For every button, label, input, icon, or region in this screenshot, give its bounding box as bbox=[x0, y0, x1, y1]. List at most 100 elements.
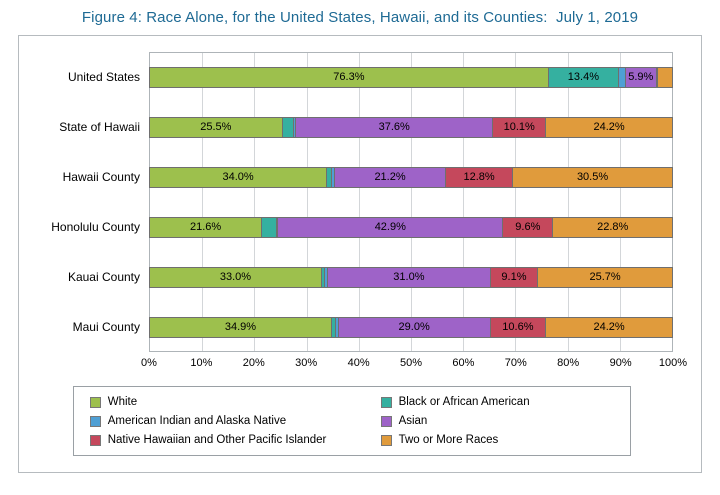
gridline bbox=[619, 53, 621, 351]
x-tick-label: 70% bbox=[504, 357, 527, 369]
gridline bbox=[463, 53, 465, 351]
bar-segment-white: 34.0% bbox=[149, 166, 328, 188]
bar-segment-american-indian-and-alaska-native bbox=[619, 66, 626, 88]
legend-label: White bbox=[107, 396, 138, 408]
bar-segment-white: 25.5% bbox=[149, 116, 283, 138]
data-label: 12.8% bbox=[463, 171, 495, 183]
bar-segment-native-hawaiian-and-other-pacific-islander: 9.1% bbox=[490, 266, 539, 288]
bar-segment-asian: 31.0% bbox=[328, 266, 491, 288]
legend-label: American Indian and Alaska Native bbox=[107, 415, 287, 427]
data-label: 25.5% bbox=[200, 121, 232, 133]
legend-swatch-icon bbox=[380, 415, 392, 427]
gridline bbox=[567, 53, 569, 351]
data-label: 25.7% bbox=[589, 271, 621, 283]
bar-segment-two-or-more-races: 24.2% bbox=[546, 316, 673, 338]
legend-swatch-icon bbox=[89, 415, 101, 427]
bar-track: 34.9% 29.0% 10.6% 24.2% bbox=[149, 316, 673, 338]
legend-label: Native Hawaiian and Other Pacific Island… bbox=[107, 434, 327, 446]
legend: White Black or African American American I… bbox=[72, 386, 632, 456]
gridline bbox=[515, 53, 517, 351]
bar-row-united-states: United States 76.3% 13.4% 5.9% bbox=[31, 52, 673, 102]
bar-segment-asian: 29.0% bbox=[338, 316, 491, 338]
data-label: 24.2% bbox=[593, 321, 625, 333]
bar-segment-native-hawaiian-and-other-pacific-islander: 10.6% bbox=[490, 316, 547, 338]
bar-segment-native-hawaiian-and-other-pacific-islander bbox=[656, 66, 658, 88]
bar-segment-american-indian-and-alaska-native bbox=[332, 166, 335, 188]
bar-segment-black-or-african-american: 13.4% bbox=[548, 66, 619, 88]
data-label: 10.6% bbox=[502, 321, 534, 333]
bar-segment-native-hawaiian-and-other-pacific-islander: 9.6% bbox=[503, 216, 554, 238]
x-tick-label: 60% bbox=[452, 357, 475, 369]
bar-row-kauai-county: Kauai County 33.0% 31.0% 9.1% 25.7% bbox=[31, 252, 673, 302]
gridline bbox=[254, 53, 256, 351]
data-label: 30.5% bbox=[576, 171, 609, 183]
data-label: 76.3% bbox=[333, 71, 365, 83]
bar-track: 21.6% 42.9% 9.6% 22.8% bbox=[149, 216, 673, 238]
bar-segment-white: 34.9% bbox=[149, 316, 332, 338]
bar-segment-black-or-african-american bbox=[321, 266, 326, 288]
data-label: 34.9% bbox=[224, 321, 257, 333]
x-tick-label: 40% bbox=[347, 357, 370, 369]
plot-area: United States 76.3% 13.4% 5.9% State of Hawa… bbox=[31, 52, 673, 352]
legend-label: Asian bbox=[398, 415, 428, 427]
data-label: 13.4% bbox=[567, 71, 599, 83]
bar-segment-two-or-more-races: 30.5% bbox=[513, 166, 673, 188]
bar-segment-black-or-african-american bbox=[282, 116, 295, 138]
data-label: 22.8% bbox=[597, 221, 629, 233]
plot-rows: United States 76.3% 13.4% 5.9% State of Hawa… bbox=[31, 52, 673, 352]
x-tick-label: 80% bbox=[557, 357, 580, 369]
bar-segment-white: 33.0% bbox=[149, 266, 322, 288]
gridline bbox=[202, 53, 204, 351]
x-tick-label: 50% bbox=[399, 357, 423, 369]
legend-swatch-icon bbox=[380, 396, 392, 408]
bar-segment-american-indian-and-alaska-native bbox=[336, 316, 339, 338]
gridline bbox=[358, 53, 360, 351]
bar-row-honolulu-county: Honolulu County 21.6% 42.9% 9.6% 22.8% bbox=[31, 202, 673, 252]
data-label: 21.6% bbox=[189, 221, 222, 233]
bar-segment-asian: 37.6% bbox=[296, 116, 494, 138]
bar-segment-native-hawaiian-and-other-pacific-islander: 10.1% bbox=[493, 116, 547, 138]
gridlines bbox=[149, 52, 673, 352]
bar-segment-asian: 21.2% bbox=[335, 166, 447, 188]
data-label: 34.0% bbox=[222, 171, 254, 183]
data-label: 42.9% bbox=[374, 221, 406, 233]
bar-segment-two-or-more-races: 22.8% bbox=[553, 216, 673, 238]
category-label: Maui County bbox=[72, 320, 140, 334]
bar-row-maui-county: Maui County 34.9% 29.0% 10.6% 24.2% bbox=[31, 302, 673, 352]
x-tick-label: 100% bbox=[658, 357, 688, 369]
legend-swatch-icon bbox=[89, 396, 101, 408]
bar-segment-american-indian-and-alaska-native bbox=[276, 216, 279, 238]
data-label: 31.0% bbox=[393, 271, 425, 283]
bar-track: 76.3% 13.4% 5.9% bbox=[149, 66, 673, 88]
bar-segment-white: 21.6% bbox=[149, 216, 263, 238]
data-label: 5.9% bbox=[628, 71, 654, 83]
bar-segment-asian: 42.9% bbox=[278, 216, 504, 238]
bar-segment-white: 76.3% bbox=[149, 66, 549, 88]
bar-row-state-of-hawaii: State of Hawaii 25.5% 37.6% 10.1% 24.2% bbox=[31, 102, 673, 152]
bar-segment-native-hawaiian-and-other-pacific-islander: 12.8% bbox=[446, 166, 514, 188]
data-label: 21.2% bbox=[374, 171, 406, 183]
gridline bbox=[306, 53, 308, 351]
chart-title: Figure 4: Race Alone, for the United Sta… bbox=[81, 9, 639, 26]
x-tick-label: 20% bbox=[242, 357, 265, 369]
legend-item-american-indian-and-alaska-native: American Indian and Alaska Native bbox=[89, 415, 373, 427]
data-label: 33.0% bbox=[219, 271, 252, 283]
bar-segment-black-or-african-american bbox=[331, 316, 337, 338]
legend-item-black-or-african-american: Black or African American bbox=[380, 396, 621, 408]
x-tick-label: 0% bbox=[141, 357, 157, 369]
legend-item-white: White bbox=[89, 396, 373, 408]
bar-segment-black-or-african-american bbox=[262, 216, 277, 238]
x-tick-label: 10% bbox=[190, 357, 213, 369]
bar-segment-asian: 5.9% bbox=[625, 66, 657, 88]
bar-segment-two-or-more-races: 25.7% bbox=[538, 266, 673, 288]
bar-segment-two-or-more-races: 24.2% bbox=[546, 116, 673, 138]
x-axis: 0% 10% 20% 30% 40% 50% 60% 70% 80% 90% 100% bbox=[141, 352, 687, 374]
legend-item-asian: Asian bbox=[380, 415, 621, 427]
bar-track: 25.5% 37.6% 10.1% 24.2% bbox=[149, 116, 673, 138]
legend-item-two-or-more-races: Two or More Races bbox=[380, 434, 621, 446]
legend-swatch-icon bbox=[89, 434, 101, 446]
gridline bbox=[411, 53, 412, 351]
bar-segment-black-or-african-american bbox=[327, 166, 333, 188]
bar-track: 34.0% 21.2% 12.8% 30.5% bbox=[149, 166, 673, 188]
